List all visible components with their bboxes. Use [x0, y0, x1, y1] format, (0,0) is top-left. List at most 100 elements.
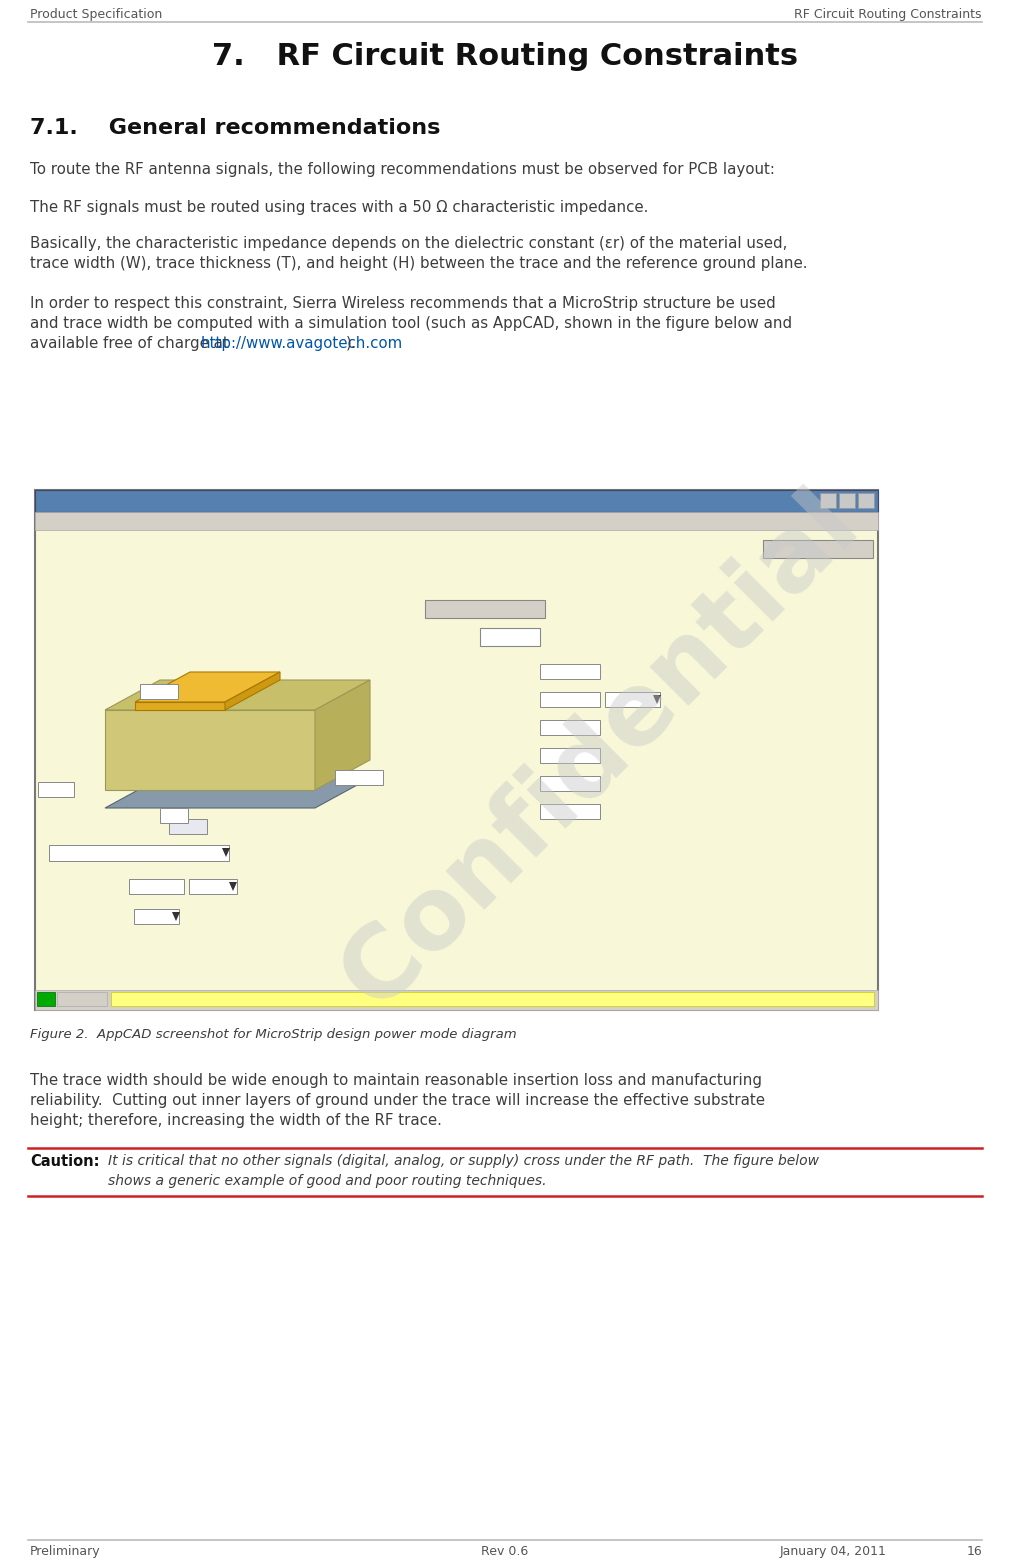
- Text: 0,545: 0,545: [553, 749, 587, 761]
- Text: Product Specification: Product Specification: [30, 8, 163, 20]
- Bar: [134, 909, 179, 924]
- Text: degrees: degrees: [610, 693, 652, 704]
- Text: Main Menu [F8]: Main Menu [F8]: [775, 541, 862, 552]
- Text: 1,750: 1,750: [553, 805, 587, 817]
- Text: 16: 16: [967, 1544, 982, 1558]
- Bar: [38, 782, 74, 797]
- Text: Elect Length =: Elect Length =: [425, 665, 512, 679]
- Bar: [35, 991, 878, 1009]
- Text: height; therefore, increasing the width of the RF trace.: height; therefore, increasing the width …: [30, 1112, 442, 1128]
- Text: 90806,456: 90806,456: [538, 721, 602, 735]
- Bar: [540, 775, 600, 791]
- Text: trace width (W), trace thickness (T), and height (H) between the trace and the r: trace width (W), trace thickness (T), an…: [30, 256, 808, 271]
- Bar: [540, 803, 600, 819]
- Polygon shape: [172, 913, 180, 920]
- Text: Confidential: Confidential: [323, 473, 877, 1026]
- Bar: [605, 693, 660, 707]
- Bar: [35, 530, 878, 1009]
- Text: εᵣ: εᵣ: [178, 721, 192, 739]
- Bar: [49, 846, 229, 861]
- Text: ).: ).: [346, 335, 357, 351]
- Bar: [169, 819, 207, 835]
- Text: MHz: MHz: [194, 880, 219, 892]
- Text: Normal: Normal: [63, 994, 101, 1003]
- Text: FR-4: FR-4: [54, 846, 80, 860]
- Text: Calculate Z0  [F4]: Calculate Z0 [F4]: [435, 602, 535, 612]
- Text: The trace width should be wide enough to maintain reasonable insertion loss and : The trace width should be wide enough to…: [30, 1073, 762, 1087]
- Text: λ: λ: [605, 665, 612, 675]
- Polygon shape: [135, 672, 280, 702]
- Text: ★ AppCAD - [Microstrip]: ★ AppCAD - [Microstrip]: [53, 493, 212, 505]
- Bar: [820, 493, 836, 509]
- Text: H: H: [45, 738, 55, 752]
- Text: The RF signals must be routed using traces with a 50 Ω characteristic impedance.: The RF signals must be routed using trac…: [30, 200, 648, 215]
- Text: 3,364: 3,364: [553, 777, 587, 789]
- Text: 1800: 1800: [141, 880, 171, 892]
- Bar: [335, 771, 383, 785]
- Text: Basically, the characteristic impedance depends on the dielectric constant (εr) : Basically, the characteristic impedance …: [30, 236, 788, 251]
- Text: Dielectric:   εr =: Dielectric: εr =: [49, 821, 145, 833]
- Text: Rev 0.6: Rev 0.6: [482, 1544, 528, 1558]
- Text: 35: 35: [167, 810, 181, 819]
- Bar: [35, 512, 878, 530]
- Text: 4,6: 4,6: [179, 821, 197, 833]
- Bar: [425, 601, 545, 618]
- Text: 1.0 Wavelength =: 1.0 Wavelength =: [425, 721, 531, 735]
- Text: L: L: [382, 683, 389, 696]
- Text: degrees: degrees: [605, 693, 650, 704]
- Text: Caution:: Caution:: [30, 1154, 100, 1168]
- Text: 7.   RF Circuit Routing Constraints: 7. RF Circuit Routing Constraints: [212, 42, 798, 72]
- Bar: [160, 808, 188, 824]
- Polygon shape: [222, 849, 230, 856]
- Text: Z0 =: Z0 =: [425, 630, 458, 643]
- Text: 50,22: 50,22: [489, 630, 531, 644]
- Text: W: W: [69, 654, 81, 666]
- Bar: [111, 992, 874, 1006]
- Text: available free of charge at: available free of charge at: [30, 335, 233, 351]
- Polygon shape: [315, 680, 370, 789]
- Bar: [858, 493, 874, 509]
- Bar: [37, 992, 55, 1006]
- Bar: [35, 490, 878, 512]
- Text: Vp =: Vp =: [425, 749, 454, 761]
- Text: W/H =: W/H =: [425, 805, 463, 817]
- Text: Ω: Ω: [545, 630, 556, 644]
- Text: Length Units:: Length Units:: [49, 909, 127, 924]
- Text: shows a generic example of good and poor routing techniques.: shows a generic example of good and poor…: [108, 1175, 546, 1189]
- Bar: [35, 490, 878, 1009]
- Polygon shape: [229, 881, 237, 891]
- Text: -: -: [826, 495, 830, 504]
- Text: 700: 700: [148, 685, 170, 696]
- Bar: [763, 540, 873, 558]
- Text: 10000: 10000: [341, 771, 377, 782]
- Text: um: um: [605, 721, 623, 732]
- Text: Elect Length =: Elect Length =: [425, 693, 512, 707]
- Bar: [129, 878, 184, 894]
- Bar: [839, 493, 855, 509]
- Text: RF Circuit Routing Constraints: RF Circuit Routing Constraints: [795, 8, 982, 20]
- Text: x: x: [864, 495, 869, 504]
- Text: It is critical that no other signals (digital, analog, or supply) cross under th: It is critical that no other signals (di…: [108, 1154, 819, 1168]
- Polygon shape: [225, 672, 280, 710]
- Text: 7.1.    General recommendations: 7.1. General recommendations: [30, 119, 440, 137]
- Text: January 04, 2011: January 04, 2011: [780, 1544, 887, 1558]
- Text: □: □: [842, 495, 851, 504]
- Bar: [189, 878, 237, 894]
- Bar: [540, 721, 600, 735]
- Bar: [57, 992, 107, 1006]
- Text: reliability.  Cutting out inner layers of ground under the trace will increase t: reliability. Cutting out inner layers of…: [30, 1094, 765, 1108]
- Text: 0,110: 0,110: [553, 665, 587, 679]
- Polygon shape: [653, 696, 661, 704]
- Text: Figure 2.  AppCAD screenshot for MicroStrip design power mode diagram: Figure 2. AppCAD screenshot for MicroStr…: [30, 1028, 517, 1041]
- Text: Frequency:: Frequency:: [49, 880, 113, 892]
- Text: Microstrip: Microstrip: [49, 538, 166, 562]
- Text: To route the RF antenna signals, the following recommendations must be observed : To route the RF antenna signals, the fol…: [30, 162, 775, 176]
- Text: Click for Web: APPLICATION NOTES - MODELS - DESIGN TIPS - DATA SHEETS - S-PARAME: Click for Web: APPLICATION NOTES - MODEL…: [115, 994, 568, 1003]
- Bar: [480, 629, 540, 646]
- Bar: [540, 693, 600, 707]
- Polygon shape: [105, 778, 370, 808]
- Text: 39,6: 39,6: [557, 693, 583, 707]
- Text: In order to respect this constraint, Sierra Wireless recommends that a MicroStri: In order to respect this constraint, Sie…: [30, 296, 776, 310]
- Text: File   Calculate   Select Parameters   Options   Help: File Calculate Select Parameters Options…: [45, 513, 328, 524]
- Text: μm: μm: [139, 909, 158, 924]
